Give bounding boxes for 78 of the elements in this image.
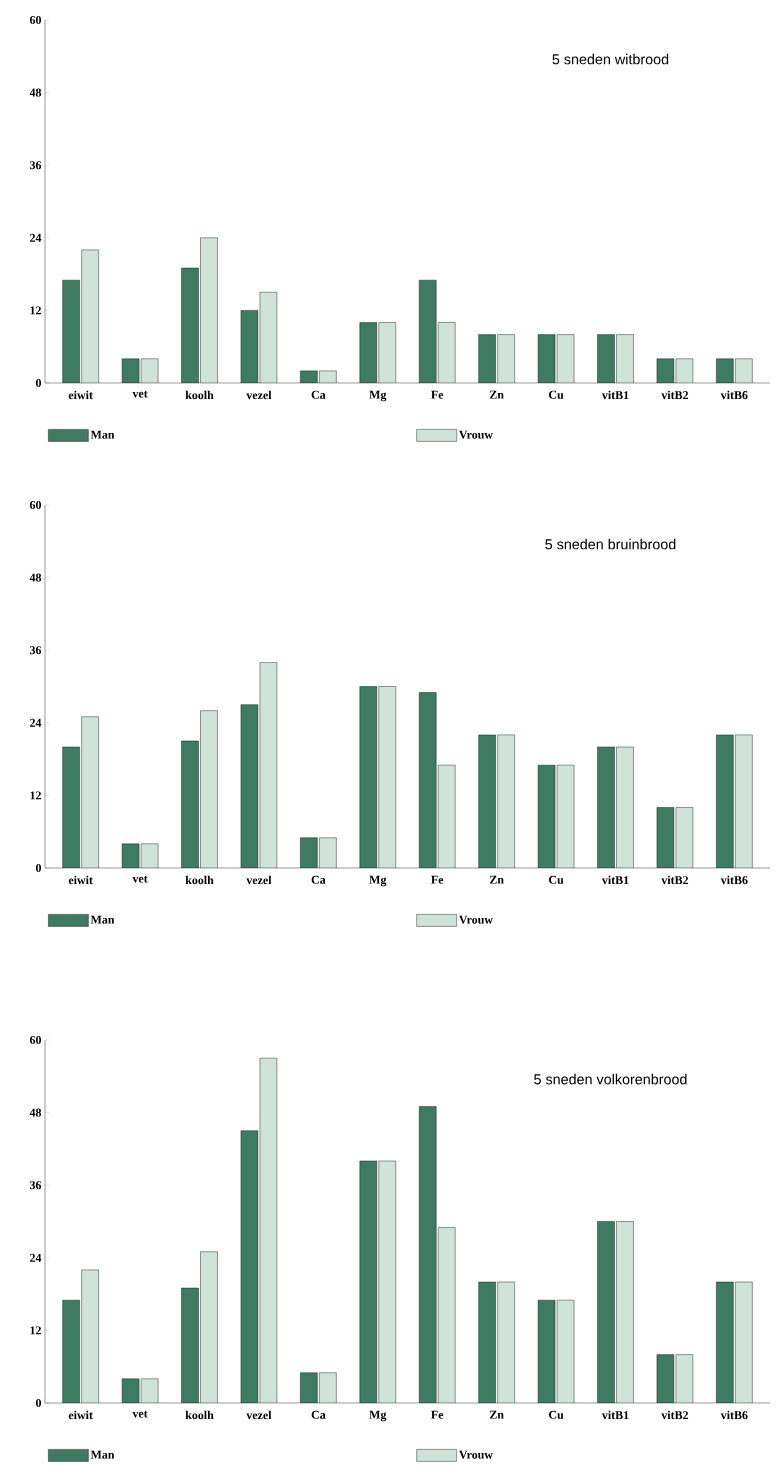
x-tick-label: Ca [311, 875, 326, 884]
legend-label: Man [90, 430, 115, 439]
x-tick-label: vitB1 [601, 390, 629, 400]
x-tick-label: Zn [489, 1410, 504, 1419]
bar [497, 1281, 515, 1403]
y-tick-label: 0 [35, 378, 42, 387]
y-tick-label: 12 [30, 791, 41, 800]
legend-label: Man [90, 1450, 115, 1459]
x-tick-label: Fe [431, 1410, 444, 1419]
bar [716, 358, 734, 383]
x-tick-label: vezel [246, 390, 272, 400]
bar [616, 1221, 634, 1403]
bar [419, 280, 437, 383]
y-tick-label: 48 [29, 88, 42, 97]
x-tick-label: vet [132, 1410, 148, 1418]
bar [597, 334, 615, 383]
x-tick-label: Fe [431, 875, 444, 884]
y-tick-label: 36 [29, 161, 42, 170]
x-tick-label: vitB1 [601, 875, 629, 885]
y-tick-label: 48 [29, 1108, 42, 1117]
x-tick-label: vezel [246, 875, 272, 885]
x-tick-label: vet [132, 875, 148, 883]
y-tick-label: 24 [30, 718, 42, 727]
y-tick-label: 12 [30, 306, 41, 315]
y-tick-label: 48 [29, 573, 42, 582]
x-tick-label: vitB1 [601, 1410, 629, 1420]
x-tick-label: vitB6 [720, 875, 748, 885]
bar [438, 1227, 456, 1403]
bar [81, 1269, 99, 1403]
y-tick-label: 12 [30, 1326, 41, 1335]
x-tick-label: Mg [369, 875, 387, 887]
text: 5 sneden witbrood [552, 53, 669, 65]
bar [319, 1372, 337, 1403]
y-tick-label: 24 [30, 233, 42, 242]
bar [378, 1160, 396, 1403]
x-tick-label: vitB2 [661, 875, 689, 885]
x-tick-label: vet [132, 390, 148, 398]
x-tick-label: koolh [185, 875, 214, 885]
y-tick-label: 0 [35, 863, 42, 873]
y-tick-label: 0 [35, 1398, 42, 1408]
x-tick-label: koolh [185, 390, 214, 400]
x-tick-label: Ca [311, 390, 326, 399]
x-tick-label: Fe [431, 390, 444, 399]
y-tick-label: 36 [29, 646, 42, 655]
x-tick-label: vitB2 [661, 390, 689, 400]
bar [478, 334, 496, 383]
x-tick-label: vitB2 [661, 1410, 689, 1420]
x-tick-label: Zn [489, 875, 504, 884]
x-tick-label: vezel [246, 1410, 272, 1420]
y-tick-label: 60 [29, 500, 42, 510]
legend-label: Vrouw [459, 1450, 493, 1459]
bar [200, 1251, 218, 1403]
legend-label: Man [90, 915, 115, 924]
y-tick-label: 36 [29, 1181, 42, 1190]
x-tick-label: Mg [369, 1410, 387, 1422]
bar [359, 322, 377, 383]
x-tick-label: eiwit [68, 1410, 93, 1420]
y-tick-label: 24 [30, 1253, 42, 1262]
x-tick-label: Mg [369, 390, 387, 402]
x-tick-label: koolh [185, 1410, 214, 1420]
x-tick-label: vitB6 [720, 1410, 748, 1420]
legend-label: Vrouw [459, 430, 493, 439]
legend-label: Vrouw [459, 915, 493, 924]
x-tick-label: Ca [311, 1410, 326, 1419]
y-tick-label: 60 [29, 15, 42, 25]
bar [181, 268, 199, 383]
bar [62, 280, 80, 383]
y-tick-label: 60 [29, 1035, 42, 1045]
x-tick-label: eiwit [68, 390, 93, 400]
x-tick-label: Cu [549, 390, 564, 399]
x-tick-label: vitB6 [720, 390, 748, 400]
x-tick-label: Cu [549, 875, 564, 884]
text: 5 sneden bruinbrood [545, 538, 676, 550]
x-tick-label: Zn [489, 390, 504, 399]
x-tick-label: eiwit [68, 875, 93, 885]
x-tick-label: Cu [549, 1410, 564, 1419]
bar [735, 1281, 753, 1403]
text: 5 sneden volkorenbrood [534, 1073, 687, 1085]
